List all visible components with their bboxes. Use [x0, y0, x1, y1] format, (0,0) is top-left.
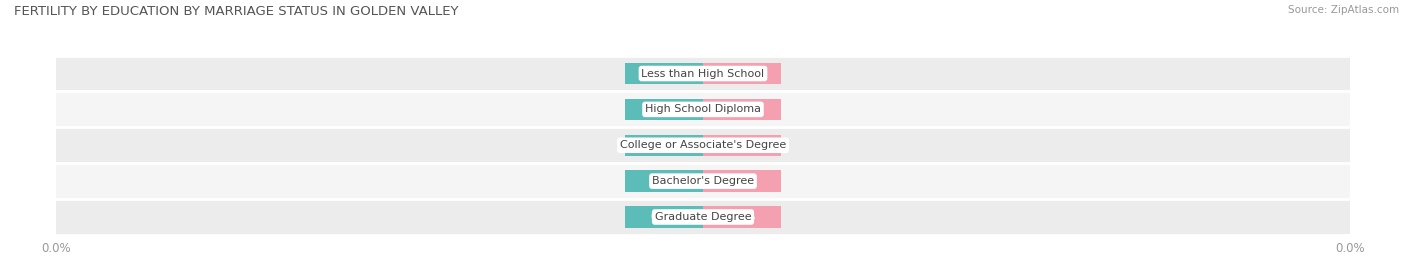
Text: High School Diploma: High School Diploma: [645, 104, 761, 114]
Text: 0.0%: 0.0%: [728, 176, 755, 186]
Bar: [56, 127, 1350, 163]
Text: FERTILITY BY EDUCATION BY MARRIAGE STATUS IN GOLDEN VALLEY: FERTILITY BY EDUCATION BY MARRIAGE STATU…: [14, 5, 458, 18]
Bar: [703, 206, 780, 228]
Text: Source: ZipAtlas.com: Source: ZipAtlas.com: [1288, 5, 1399, 15]
Text: Graduate Degree: Graduate Degree: [655, 212, 751, 222]
Bar: [626, 170, 703, 192]
Bar: [703, 170, 780, 192]
Text: 0.0%: 0.0%: [651, 69, 678, 79]
Text: College or Associate's Degree: College or Associate's Degree: [620, 140, 786, 150]
Text: 0.0%: 0.0%: [728, 140, 755, 150]
Bar: [626, 99, 703, 120]
Text: 0.0%: 0.0%: [651, 212, 678, 222]
Bar: [626, 134, 703, 156]
Bar: [56, 199, 1350, 235]
Bar: [703, 134, 780, 156]
Text: 0.0%: 0.0%: [728, 212, 755, 222]
Bar: [56, 56, 1350, 91]
Text: Less than High School: Less than High School: [641, 69, 765, 79]
Text: Bachelor's Degree: Bachelor's Degree: [652, 176, 754, 186]
Text: 0.0%: 0.0%: [651, 104, 678, 114]
Bar: [703, 63, 780, 84]
Text: 0.0%: 0.0%: [728, 104, 755, 114]
Bar: [703, 99, 780, 120]
Bar: [626, 206, 703, 228]
Bar: [626, 63, 703, 84]
Bar: [56, 91, 1350, 127]
Text: 0.0%: 0.0%: [651, 176, 678, 186]
Text: 0.0%: 0.0%: [728, 69, 755, 79]
Bar: [56, 163, 1350, 199]
Text: 0.0%: 0.0%: [651, 140, 678, 150]
